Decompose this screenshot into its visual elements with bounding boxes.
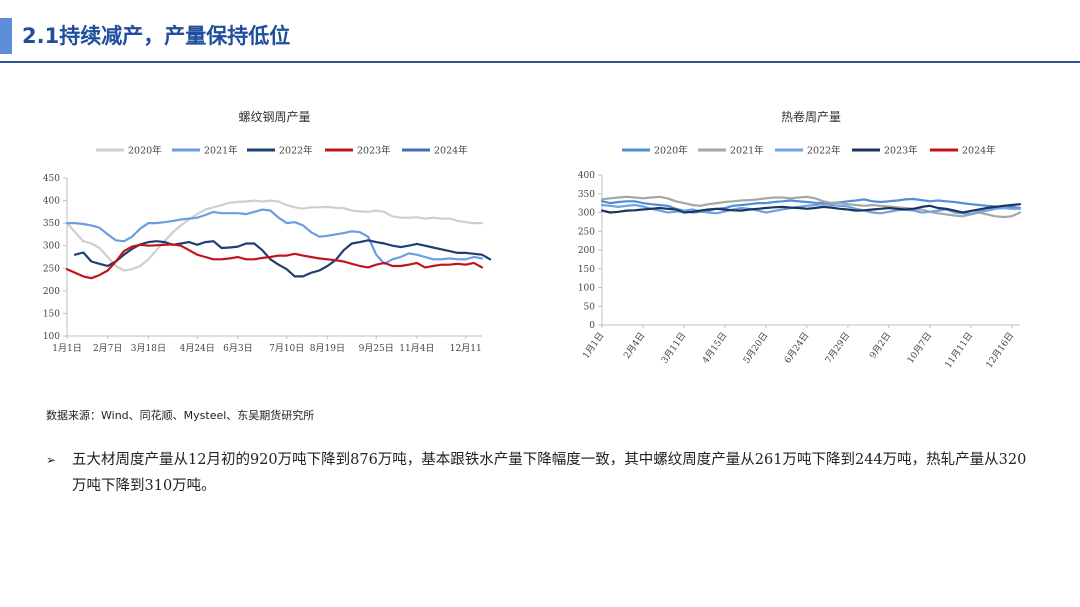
series-line — [65, 208, 484, 265]
y-tick-label: 450 — [43, 174, 60, 184]
x-tick-label: 9月2日 — [867, 330, 893, 360]
title-divider — [0, 61, 1080, 63]
x-tick-label: 6月3日 — [223, 343, 252, 354]
y-tick-label: 400 — [43, 197, 60, 207]
x-tick-label: 9月25日 — [359, 343, 394, 354]
x-tick-label: 1月1日 — [52, 343, 81, 354]
x-tick-label: 11月11日 — [943, 330, 975, 370]
x-tick-label: 7月10日 — [269, 343, 304, 354]
x-tick-label: 2月4日 — [622, 330, 648, 360]
x-tick-label: 10月7日 — [905, 330, 934, 365]
series-line — [600, 195, 1022, 219]
title-accent-bar — [0, 18, 12, 54]
rebar-chart: 螺纹钢周产量 2020年 2021年 2022年 2023年 2024年 100 150 200… — [22, 105, 492, 395]
bullet-arrow-icon: ➢ — [46, 453, 57, 467]
x-tick-label: 8月19日 — [310, 343, 345, 354]
legend-label: 2020年 — [654, 145, 688, 157]
series-line — [73, 239, 492, 278]
x-tick-label: 12月16日 — [984, 330, 1016, 370]
y-tick-label: 50 — [584, 302, 596, 312]
legend-label: 2021年 — [204, 145, 238, 157]
rebar-chart-svg: 螺纹钢周产量 2020年 2021年 2022年 2023年 2024年 100 150 200… — [43, 110, 492, 354]
x-tick-label: 11月4日 — [399, 343, 434, 354]
legend-label: 2022年 — [807, 145, 841, 157]
series-line — [65, 199, 484, 272]
data-source-note: 数据来源：Wind、同花顺、Mysteel、东吴期货研究所 — [46, 409, 315, 422]
x-tick-label: 3月18日 — [131, 343, 166, 354]
hot-coil-chart: 热卷周产量 2020年 2021年 2022年 2023年 2024年 0 50 100 150 2… — [560, 105, 1030, 395]
legend-label: 2024年 — [434, 145, 468, 157]
hot-coil-chart-svg: 热卷周产量 2020年 2021年 2022年 2023年 2024年 0 50 100 150 2… — [578, 109, 1022, 370]
x-tick-label: 4月24日 — [180, 343, 215, 354]
y-tick-label: 150 — [43, 309, 60, 319]
legend-label: 2023年 — [884, 145, 918, 157]
x-tick-label: 1月1日 — [581, 330, 607, 360]
legend-label: 2021年 — [730, 145, 764, 157]
legend-label: 2022年 — [279, 145, 313, 157]
y-tick-label: 200 — [43, 287, 60, 297]
series-line — [600, 203, 1022, 214]
legend-label: 2024年 — [962, 145, 996, 157]
y-tick-label: 300 — [578, 209, 595, 219]
x-tick-label: 2月7日 — [93, 343, 122, 354]
y-tick-label: 350 — [43, 219, 60, 229]
x-tick-label: 4月15日 — [700, 330, 729, 365]
y-tick-label: 250 — [43, 264, 60, 274]
series-line — [600, 203, 1022, 216]
x-tick-label: 12月11 — [450, 343, 482, 354]
x-tick-label: 5月20日 — [741, 330, 770, 365]
y-tick-label: 100 — [43, 332, 60, 342]
y-tick-label: 250 — [578, 227, 595, 237]
x-tick-label: 6月24日 — [782, 330, 811, 365]
x-tick-label: 3月11日 — [659, 330, 688, 365]
y-tick-label: 150 — [578, 265, 595, 275]
y-tick-label: 200 — [578, 246, 595, 256]
y-tick-label: 300 — [43, 242, 60, 252]
y-tick-label: 100 — [578, 284, 595, 294]
series-line — [65, 243, 484, 280]
legend-label: 2020年 — [128, 145, 162, 157]
x-tick-label: 7月29日 — [823, 330, 852, 365]
series-line — [600, 197, 1022, 214]
y-tick-label: 350 — [578, 190, 595, 200]
bullet-text: 五大材周度产量从12月初的920万吨下降到876万吨，基本跟铁水产量下降幅度一致… — [72, 452, 1027, 494]
bullet-point: ➢ 五大材周度产量从12月初的920万吨下降到876万吨，基本跟铁水产量下降幅度… — [46, 447, 1036, 499]
legend-label: 2023年 — [357, 145, 391, 157]
chart-title: 螺纹钢周产量 — [238, 110, 310, 124]
y-tick-label: 400 — [578, 171, 595, 181]
chart-title: 热卷周产量 — [781, 109, 841, 124]
page-title: 2.1持续减产，产量保持低位 — [22, 24, 291, 48]
y-tick-label: 0 — [589, 321, 595, 331]
